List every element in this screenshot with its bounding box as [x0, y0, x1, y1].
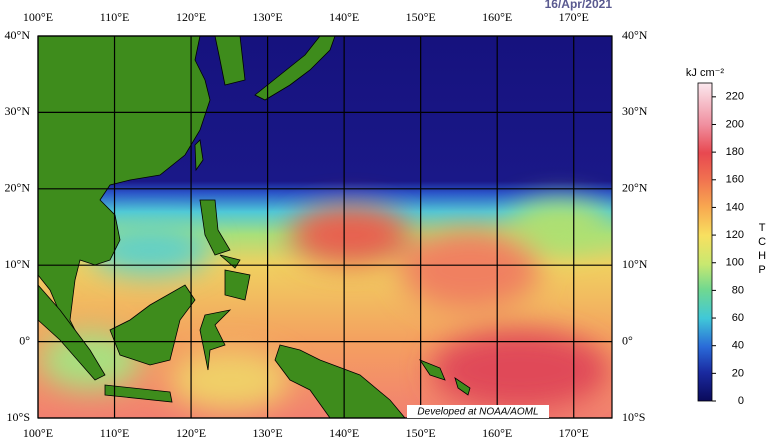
lon-label-top: 160°E — [482, 10, 512, 24]
heat-field — [38, 36, 612, 418]
colorbar-tick-label: 0 — [738, 395, 744, 407]
lat-label-right: 0° — [622, 333, 633, 347]
lat-label-right: 40°N — [622, 28, 648, 42]
lon-label-bottom: 170°E — [559, 426, 589, 440]
colorbar-tick-label: 80 — [732, 284, 744, 296]
lon-label-bottom: 110°E — [100, 426, 130, 440]
colorbar-tick-label: 200 — [726, 118, 744, 130]
lon-label-top: 110°E — [100, 10, 130, 24]
credit: Developed at NOAA/AOML — [417, 407, 538, 418]
lon-label-top: 150°E — [406, 10, 436, 24]
date: 16/Apr/2021 — [545, 0, 613, 11]
lon-label-top: 170°E — [559, 10, 589, 24]
credit-box — [407, 405, 549, 418]
colorbar — [697, 82, 713, 402]
lat-label-left: 10°N — [5, 257, 31, 271]
colorbar-tick-label: 40 — [732, 340, 744, 352]
lon-label-top: 130°E — [253, 10, 283, 24]
lat-label-left: 30°N — [5, 104, 31, 118]
lon-label-top: 140°E — [329, 10, 359, 24]
lat-label-right: 10°S — [622, 410, 645, 424]
lat-label-right: 30°N — [622, 104, 648, 118]
colorbar-tick-label: 220 — [726, 91, 744, 103]
lon-label-bottom: 150°E — [406, 426, 436, 440]
colorbar-label: TCHP — [756, 222, 768, 278]
lon-label-bottom: 130°E — [253, 426, 283, 440]
lon-label-bottom: 120°E — [176, 426, 206, 440]
lat-label-left: 10°S — [7, 410, 30, 424]
colorbar-tick-label: 160 — [726, 174, 744, 186]
lon-label-bottom: 140°E — [329, 426, 359, 440]
map-frame — [37, 35, 613, 419]
lon-label-top: 100°E — [23, 10, 53, 24]
lon-label-top: 120°E — [176, 10, 206, 24]
colorbar-tick-label: 60 — [732, 312, 744, 324]
lat-label-right: 20°N — [622, 181, 648, 195]
lat-label-left: 40°N — [5, 28, 31, 42]
colorbar-tick-label: 140 — [726, 201, 744, 213]
lat-label-left: 0° — [19, 333, 30, 347]
colorbar-unit: kJ cm⁻² — [686, 67, 725, 79]
colorbar-tick-label: 120 — [726, 229, 744, 241]
lat-label-left: 20°N — [5, 181, 31, 195]
lon-label-bottom: 100°E — [23, 426, 53, 440]
lon-label-bottom: 160°E — [482, 426, 512, 440]
lat-label-right: 10°N — [622, 257, 648, 271]
colorbar-tick-label: 180 — [726, 146, 744, 158]
colorbar-tick-label: 20 — [732, 367, 744, 379]
colorbar-tick-label: 100 — [726, 257, 744, 269]
